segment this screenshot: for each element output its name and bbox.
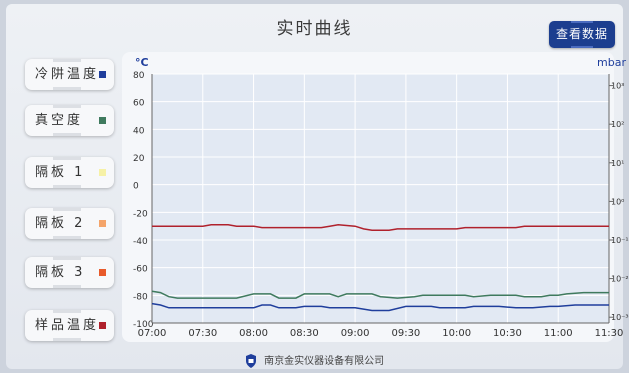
x-tick-label: 07:00: [138, 328, 167, 339]
y-right-tick-label: 10⁻³: [611, 313, 629, 322]
footer: 南京金实仪器设备有限公司: [0, 352, 629, 368]
legend-label: 冷阱温度: [35, 67, 100, 82]
x-tick-label: 08:00: [239, 328, 268, 339]
x-tick-label: 09:00: [341, 328, 370, 339]
x-tick-label: 11:30: [595, 328, 624, 339]
series-line: [151, 290, 609, 299]
x-tick-label: 10:00: [442, 328, 471, 339]
legend-button-sample-temp[interactable]: 样品温度: [25, 310, 114, 341]
legend-swatch: [99, 117, 106, 124]
y-left-tick-label: 0: [133, 182, 139, 192]
legend-button-cold-trap[interactable]: 冷阱温度: [25, 59, 114, 90]
x-tick-label: 11:00: [544, 328, 573, 339]
view-data-button[interactable]: 查看数据: [549, 21, 615, 48]
left-unit-label: °C: [135, 56, 149, 69]
x-tick-label: 08:30: [290, 328, 319, 339]
y-right-tick-label: 10⁰: [611, 197, 624, 206]
legend-button-shelf-3[interactable]: 隔板 3: [25, 257, 114, 288]
y-left-tick-label: -60: [133, 265, 148, 275]
legend-swatch: [99, 169, 106, 176]
page-title: 实时曲线: [276, 19, 353, 39]
series-line: [152, 224, 609, 232]
x-tick-label: 07:30: [188, 328, 217, 339]
legend-button-shelf-1[interactable]: 隔板 1: [25, 157, 114, 188]
x-tick-label: 09:30: [391, 328, 420, 339]
y-left-tick-label: -100: [133, 320, 154, 330]
y-left-tick-label: 40: [133, 126, 145, 136]
legend-label: 样品温度: [35, 318, 100, 333]
legend-swatch: [99, 269, 106, 276]
series-line: [151, 302, 609, 312]
y-right-tick-label: 10⁻¹: [611, 236, 629, 245]
legend-button-vacuum[interactable]: 真空度: [25, 105, 114, 136]
y-left-tick-label: 60: [133, 99, 145, 109]
company-logo-icon: [245, 354, 256, 368]
legend-label: 隔板 3: [35, 265, 86, 280]
right-unit-label: mbar: [597, 56, 626, 69]
y-right-tick-label: 10⁻²: [611, 275, 629, 284]
legend-label: 隔板 1: [35, 165, 86, 180]
legend-label: 隔板 2: [35, 216, 86, 231]
y-left-tick-label: -20: [133, 209, 148, 219]
y-left-tick-label: 20: [133, 154, 145, 164]
legend-swatch: [99, 71, 106, 78]
legend-button-shelf-2[interactable]: 隔板 2: [25, 208, 114, 239]
legend-swatch: [99, 322, 106, 329]
plot-area: [152, 74, 609, 323]
y-left-tick-label: -80: [133, 292, 148, 302]
x-tick-label: 10:30: [493, 328, 522, 339]
y-left-tick-label: 80: [133, 71, 145, 81]
legend-swatch: [99, 220, 106, 227]
y-right-tick-label: 10¹: [611, 159, 624, 168]
legend-label: 真空度: [35, 113, 84, 128]
y-right-tick-label: 10³: [611, 82, 624, 91]
company-name: 南京金实仪器设备有限公司: [264, 356, 385, 367]
y-right-tick-label: 10²: [611, 120, 624, 129]
y-left-tick-label: -40: [133, 237, 148, 247]
